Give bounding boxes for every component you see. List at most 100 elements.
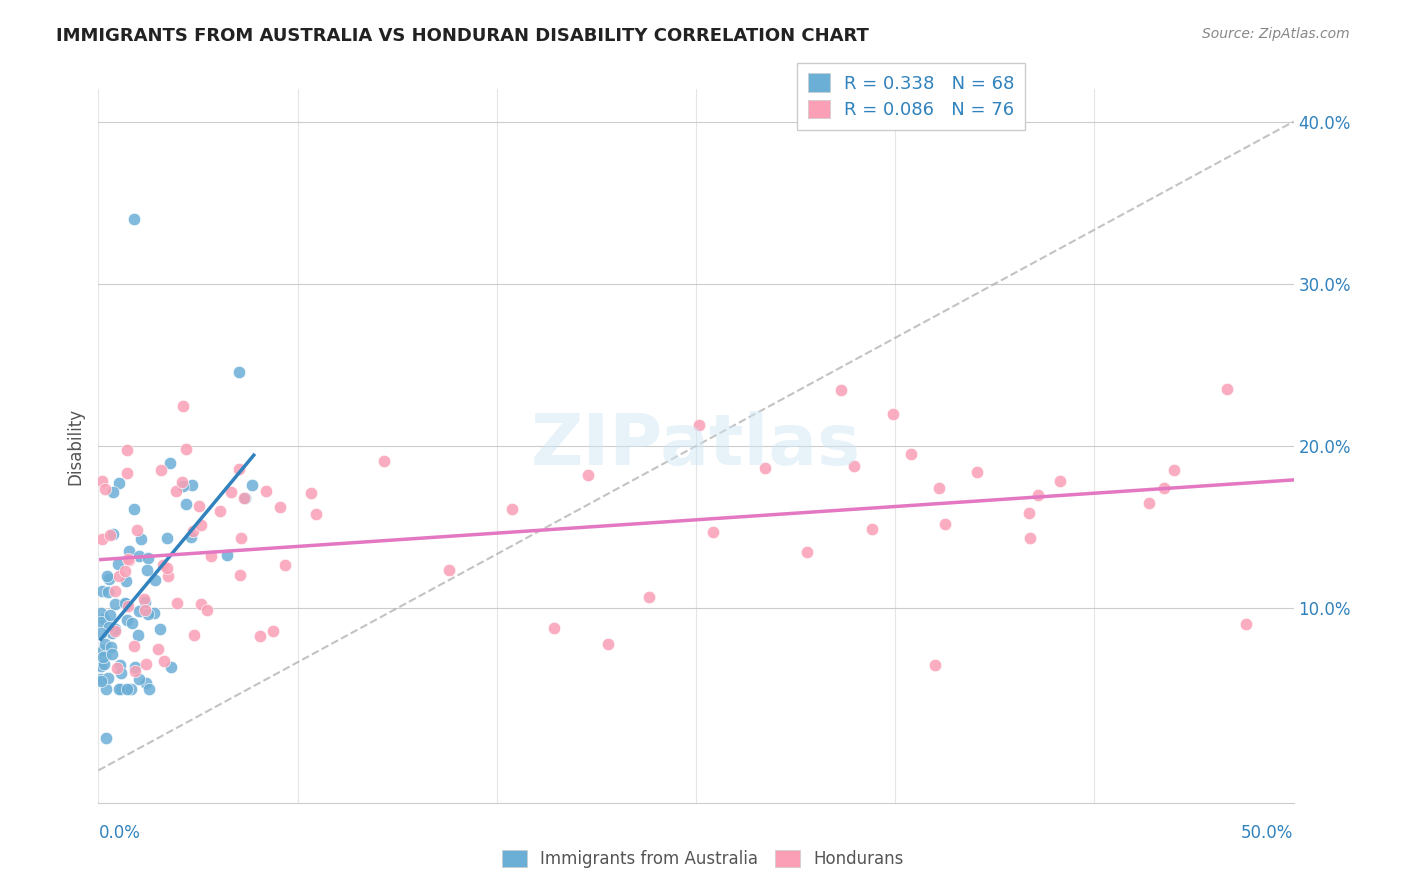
Point bbox=[543, 621, 565, 635]
Point bbox=[208, 504, 231, 518]
Point bbox=[105, 661, 128, 675]
Point bbox=[91, 650, 114, 665]
Text: 0.0%: 0.0% bbox=[98, 824, 141, 842]
Point bbox=[115, 597, 138, 611]
Point bbox=[156, 561, 179, 575]
Point bbox=[94, 682, 117, 697]
Point bbox=[702, 524, 724, 539]
Point bbox=[217, 549, 239, 563]
Point bbox=[124, 664, 146, 678]
Point bbox=[134, 595, 156, 609]
Point bbox=[149, 623, 172, 637]
Point bbox=[190, 597, 212, 611]
Point bbox=[176, 498, 198, 512]
Point bbox=[101, 647, 124, 661]
Point bbox=[128, 672, 150, 686]
Point bbox=[136, 563, 159, 577]
Point bbox=[373, 454, 395, 468]
Point bbox=[688, 418, 710, 433]
Point bbox=[90, 672, 112, 686]
Point bbox=[90, 532, 112, 546]
Point bbox=[90, 606, 112, 620]
Point bbox=[129, 532, 152, 546]
Point bbox=[110, 682, 132, 697]
Point bbox=[93, 611, 115, 625]
Point bbox=[188, 499, 211, 513]
Point bbox=[152, 558, 174, 572]
Point bbox=[115, 443, 138, 458]
Point bbox=[93, 657, 115, 671]
Point bbox=[181, 524, 204, 538]
Point bbox=[1028, 488, 1050, 502]
Point bbox=[598, 637, 620, 651]
Point bbox=[233, 491, 256, 506]
Point bbox=[104, 624, 127, 638]
Point bbox=[108, 682, 131, 697]
Point bbox=[98, 528, 121, 542]
Point bbox=[900, 447, 922, 461]
Point bbox=[108, 475, 131, 490]
Point bbox=[128, 604, 150, 618]
Point bbox=[262, 624, 284, 639]
Point bbox=[94, 637, 117, 651]
Point bbox=[501, 501, 523, 516]
Point bbox=[90, 659, 112, 673]
Point bbox=[108, 657, 131, 672]
Point bbox=[117, 544, 139, 558]
Point bbox=[1216, 382, 1239, 396]
Point bbox=[101, 626, 124, 640]
Point bbox=[576, 467, 599, 482]
Point bbox=[934, 516, 956, 531]
Point bbox=[145, 573, 167, 587]
Point bbox=[104, 597, 127, 611]
Point bbox=[97, 671, 120, 685]
Point bbox=[114, 564, 136, 578]
Point bbox=[122, 639, 145, 653]
Point bbox=[94, 649, 117, 664]
Legend: Immigrants from Australia, Hondurans: Immigrants from Australia, Hondurans bbox=[495, 843, 911, 875]
Point bbox=[796, 545, 818, 559]
Point bbox=[183, 628, 205, 642]
Point bbox=[156, 531, 179, 545]
Point bbox=[115, 613, 138, 627]
Point bbox=[136, 551, 159, 566]
Point bbox=[157, 569, 180, 583]
Point bbox=[127, 628, 149, 642]
Point bbox=[124, 660, 146, 674]
Point bbox=[228, 462, 250, 476]
Point bbox=[90, 625, 112, 640]
Point bbox=[200, 549, 222, 563]
Point bbox=[966, 465, 988, 479]
Text: IMMIGRANTS FROM AUSTRALIA VS HONDURAN DISABILITY CORRELATION CHART: IMMIGRANTS FROM AUSTRALIA VS HONDURAN DI… bbox=[56, 27, 869, 45]
Point bbox=[1018, 507, 1040, 521]
Point bbox=[166, 596, 188, 610]
Point bbox=[132, 591, 155, 606]
Point bbox=[269, 500, 291, 515]
Point bbox=[104, 583, 127, 598]
Point bbox=[115, 682, 138, 697]
Point bbox=[124, 211, 146, 226]
Point bbox=[114, 574, 136, 589]
Point bbox=[97, 585, 120, 599]
Point bbox=[124, 502, 146, 516]
Point bbox=[146, 641, 169, 656]
Point bbox=[233, 491, 256, 506]
Point bbox=[842, 459, 865, 474]
Point bbox=[1163, 463, 1185, 477]
Point bbox=[254, 483, 277, 498]
Y-axis label: Disability: Disability bbox=[66, 408, 84, 484]
Point bbox=[274, 558, 297, 572]
Point bbox=[1234, 617, 1257, 632]
Point bbox=[101, 527, 124, 541]
Point bbox=[90, 584, 112, 599]
Point bbox=[98, 572, 121, 586]
Point bbox=[143, 606, 166, 620]
Point bbox=[1137, 496, 1160, 510]
Text: Source: ZipAtlas.com: Source: ZipAtlas.com bbox=[1202, 27, 1350, 41]
Legend: R = 0.338   N = 68, R = 0.086   N = 76: R = 0.338 N = 68, R = 0.086 N = 76 bbox=[797, 62, 1025, 130]
Point bbox=[170, 475, 193, 489]
Point bbox=[135, 657, 157, 671]
Point bbox=[249, 629, 271, 643]
Point bbox=[136, 607, 159, 621]
Point bbox=[165, 484, 187, 499]
